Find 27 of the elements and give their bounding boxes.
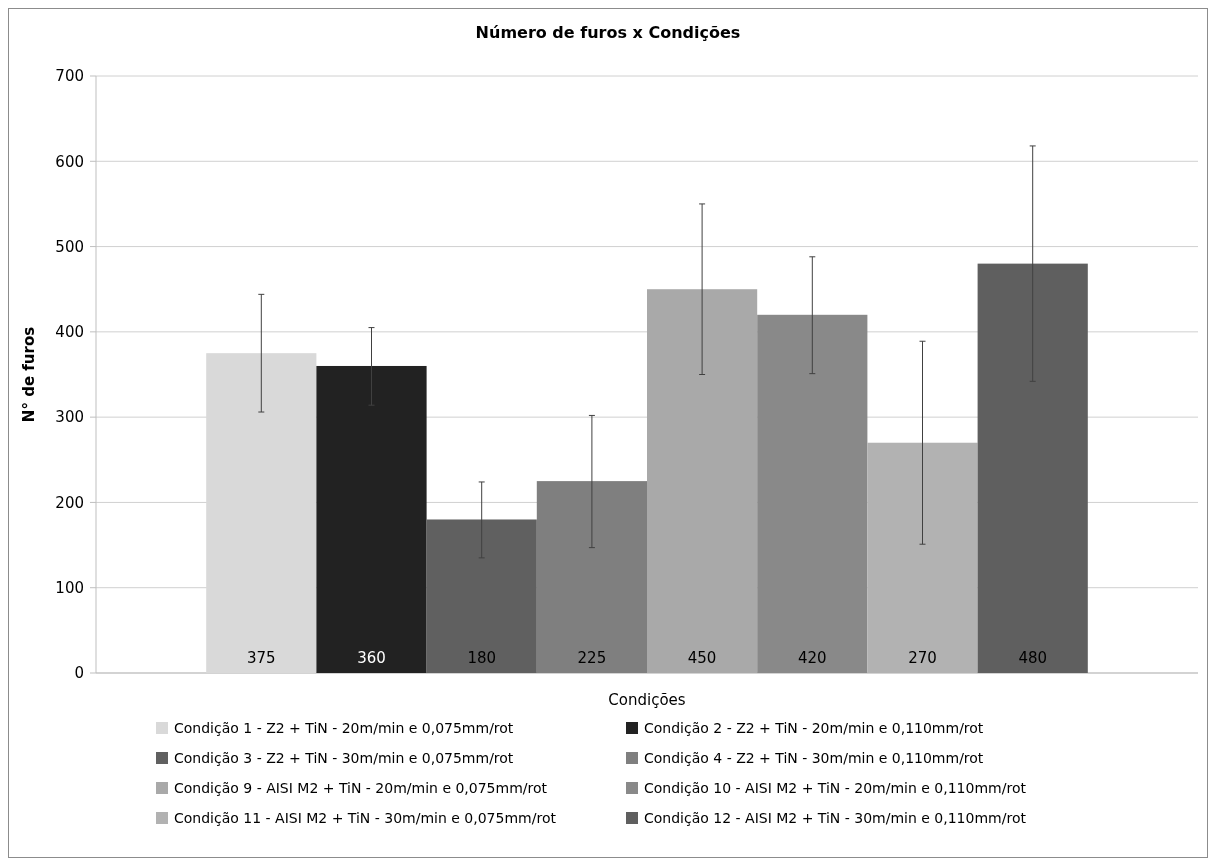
data-label: 360: [357, 649, 386, 667]
y-tick-label: 600: [55, 152, 84, 171]
y-tick-label: 700: [55, 67, 84, 86]
y-tick-label: 300: [55, 408, 84, 427]
legend-label: Condição 10 - AISI M2 + TiN - 20m/min e 0,110mm/rot: [644, 779, 1027, 796]
legend-label: Condição 1 - Z2 + TiN - 20m/min e 0,075mm/rot: [174, 719, 514, 736]
data-label: 270: [908, 649, 937, 667]
legend-label: Condição 4 - Z2 + TiN - 30m/min e 0,110mm/rot: [644, 749, 984, 766]
data-label: 450: [687, 649, 717, 667]
y-tick-label: 0: [74, 664, 84, 683]
legend-label: Condição 11 - AISI M2 + TiN - 30m/min e 0,075mm/rot: [174, 809, 557, 826]
data-label: 480: [1018, 649, 1048, 667]
legend-label: Condição 2 - Z2 + TiN - 20m/min e 0,110mm/rot: [644, 719, 984, 736]
data-label: 225: [577, 649, 607, 667]
legend-label: Condição 9 - AISI M2 + TiN - 20m/min e 0,075mm/rot: [174, 779, 548, 796]
data-label: 420: [797, 649, 827, 667]
y-tick-label: 100: [55, 578, 84, 597]
data-label: 180: [467, 649, 497, 667]
y-tick-label: 200: [55, 493, 84, 512]
y-axis-title: N° de furos: [20, 326, 38, 423]
data-label: 375: [246, 649, 276, 667]
legend-label: Condição 12 - AISI M2 + TiN - 30m/min e 0,110mm/rot: [644, 809, 1027, 826]
y-tick-label: 500: [55, 237, 84, 256]
chart-title: Número de furos x Condições: [475, 23, 741, 42]
legend-label: Condição 3 - Z2 + TiN - 30m/min e 0,075mm/rot: [174, 749, 514, 766]
y-tick-label: 400: [55, 323, 84, 342]
x-axis-title: Condições: [608, 691, 686, 709]
